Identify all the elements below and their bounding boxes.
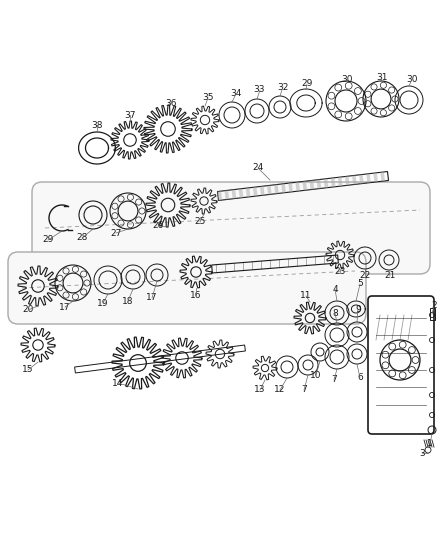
Text: 27: 27 — [110, 229, 122, 238]
Text: 4: 4 — [332, 285, 338, 294]
Polygon shape — [288, 183, 293, 192]
Polygon shape — [303, 181, 307, 190]
Polygon shape — [324, 179, 328, 188]
Text: 12: 12 — [274, 385, 286, 394]
Polygon shape — [366, 174, 371, 183]
Text: 35: 35 — [202, 93, 214, 102]
Bar — [430, 308, 435, 320]
Text: 8: 8 — [332, 309, 338, 318]
Polygon shape — [267, 185, 272, 195]
Text: 13: 13 — [254, 385, 266, 394]
Polygon shape — [295, 182, 300, 191]
Text: 26: 26 — [152, 222, 164, 230]
Text: 30: 30 — [406, 75, 418, 84]
Polygon shape — [274, 184, 279, 194]
Text: 20: 20 — [22, 305, 34, 314]
Text: 30: 30 — [341, 76, 353, 85]
FancyBboxPatch shape — [32, 182, 430, 274]
Polygon shape — [373, 173, 378, 182]
Polygon shape — [246, 188, 251, 197]
Text: 23: 23 — [334, 268, 346, 277]
Polygon shape — [359, 174, 364, 184]
Text: 34: 34 — [230, 90, 242, 99]
Text: 10: 10 — [310, 370, 322, 379]
Text: 18: 18 — [122, 296, 134, 305]
Text: 38: 38 — [91, 120, 103, 130]
Polygon shape — [352, 175, 357, 184]
Polygon shape — [331, 178, 336, 187]
Text: 3: 3 — [419, 448, 425, 457]
Text: 37: 37 — [124, 110, 136, 119]
Polygon shape — [253, 187, 258, 196]
Polygon shape — [232, 189, 236, 199]
Text: 29: 29 — [301, 79, 313, 88]
Text: 32: 32 — [277, 83, 289, 92]
Polygon shape — [345, 176, 350, 185]
Text: 17: 17 — [146, 294, 158, 303]
Polygon shape — [317, 180, 321, 189]
Text: 19: 19 — [97, 298, 109, 308]
FancyBboxPatch shape — [8, 252, 366, 324]
Polygon shape — [239, 189, 244, 198]
Polygon shape — [380, 172, 385, 181]
Text: 31: 31 — [376, 74, 388, 83]
Polygon shape — [338, 177, 343, 187]
Polygon shape — [225, 190, 229, 200]
Text: 17: 17 — [59, 303, 71, 311]
Text: 14: 14 — [112, 378, 124, 387]
Polygon shape — [310, 180, 314, 190]
Text: 7: 7 — [301, 385, 307, 394]
Polygon shape — [218, 191, 222, 200]
Polygon shape — [260, 186, 265, 196]
Text: 28: 28 — [76, 233, 88, 243]
Text: 11: 11 — [300, 292, 312, 301]
Text: 21: 21 — [384, 271, 396, 280]
Text: 5: 5 — [357, 279, 363, 288]
Text: 7: 7 — [331, 376, 337, 384]
Text: 2: 2 — [431, 302, 437, 311]
Text: 29: 29 — [42, 236, 54, 245]
Text: 25: 25 — [194, 217, 206, 227]
Text: 33: 33 — [253, 85, 265, 94]
Text: 36: 36 — [165, 99, 177, 108]
Text: 16: 16 — [190, 290, 202, 300]
Text: 1: 1 — [427, 440, 433, 448]
Text: 24: 24 — [252, 164, 264, 173]
Text: 22: 22 — [359, 271, 371, 279]
Text: 9: 9 — [355, 304, 361, 313]
Polygon shape — [281, 183, 286, 193]
Text: 6: 6 — [357, 374, 363, 383]
Text: 15: 15 — [22, 366, 34, 375]
